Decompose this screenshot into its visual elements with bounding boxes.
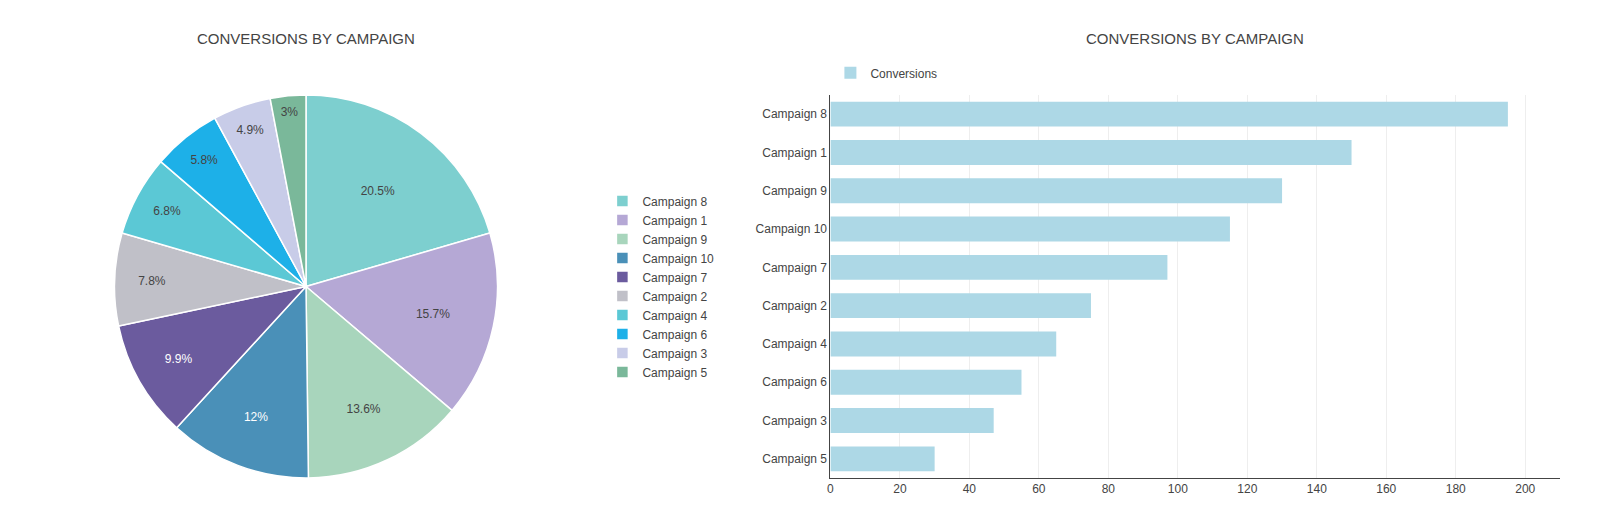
svg-text:120: 120 [1237, 482, 1257, 496]
svg-text:3%: 3% [281, 105, 299, 119]
svg-text:60: 60 [1032, 482, 1046, 496]
svg-text:9.9%: 9.9% [165, 352, 193, 366]
svg-text:20: 20 [893, 482, 907, 496]
svg-text:7.8%: 7.8% [138, 274, 166, 288]
svg-text:80: 80 [1102, 482, 1116, 496]
svg-text:40: 40 [963, 482, 977, 496]
svg-text:0: 0 [827, 482, 834, 496]
svg-text:CONVERSIONS BY CAMPAIGN: CONVERSIONS BY CAMPAIGN [197, 30, 415, 47]
svg-text:Campaign 9: Campaign 9 [762, 184, 827, 198]
svg-text:Campaign 6: Campaign 6 [642, 328, 707, 342]
svg-text:Campaign 5: Campaign 5 [642, 366, 707, 380]
svg-text:13.6%: 13.6% [346, 402, 380, 416]
svg-text:Campaign 3: Campaign 3 [762, 414, 827, 428]
svg-text:Campaign 6: Campaign 6 [762, 375, 827, 389]
svg-text:Conversions: Conversions [870, 67, 937, 81]
svg-text:12%: 12% [244, 410, 268, 424]
svg-text:200: 200 [1515, 482, 1535, 496]
svg-text:100: 100 [1168, 482, 1188, 496]
svg-text:140: 140 [1307, 482, 1327, 496]
svg-text:Campaign 9: Campaign 9 [642, 233, 707, 247]
svg-text:160: 160 [1376, 482, 1396, 496]
svg-text:Campaign 8: Campaign 8 [762, 107, 827, 121]
svg-text:4.9%: 4.9% [236, 123, 264, 137]
svg-text:Campaign 5: Campaign 5 [762, 452, 827, 466]
svg-text:Campaign 4: Campaign 4 [642, 309, 707, 323]
svg-text:Campaign 10: Campaign 10 [642, 252, 714, 266]
svg-text:CONVERSIONS BY CAMPAIGN: CONVERSIONS BY CAMPAIGN [1086, 30, 1304, 47]
svg-text:20.5%: 20.5% [361, 184, 395, 198]
svg-text:Campaign 10: Campaign 10 [756, 222, 828, 236]
svg-text:15.7%: 15.7% [416, 307, 450, 321]
svg-text:Campaign 8: Campaign 8 [642, 195, 707, 209]
svg-text:Campaign 2: Campaign 2 [642, 290, 707, 304]
svg-text:6.8%: 6.8% [153, 204, 181, 218]
svg-text:180: 180 [1446, 482, 1466, 496]
svg-text:Campaign 4: Campaign 4 [762, 337, 827, 351]
svg-text:Campaign 7: Campaign 7 [642, 271, 707, 285]
svg-text:Campaign 2: Campaign 2 [762, 299, 827, 313]
svg-text:Campaign 1: Campaign 1 [642, 214, 707, 228]
svg-text:Campaign 1: Campaign 1 [762, 146, 827, 160]
svg-text:Campaign 7: Campaign 7 [762, 261, 827, 275]
svg-text:5.8%: 5.8% [190, 153, 218, 167]
svg-text:Campaign 3: Campaign 3 [642, 347, 707, 361]
